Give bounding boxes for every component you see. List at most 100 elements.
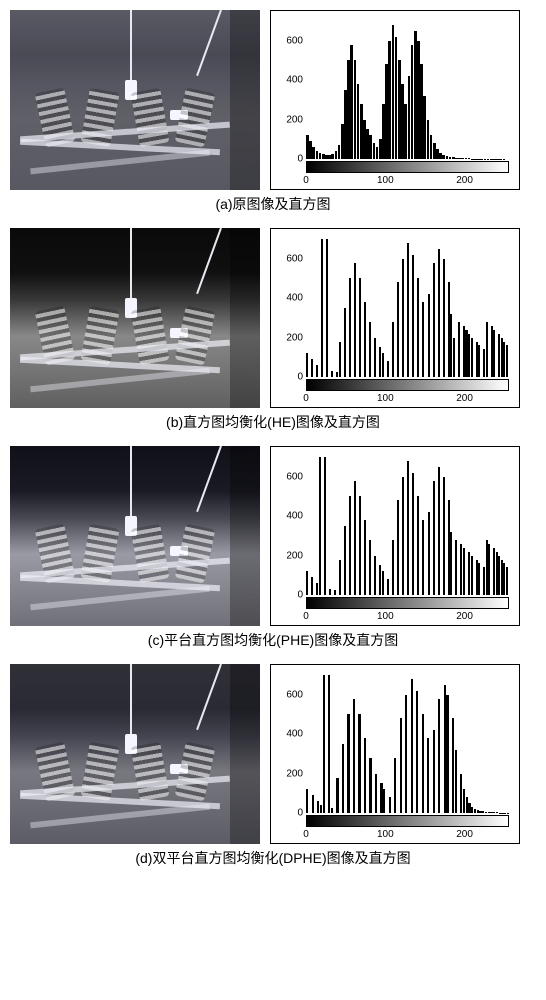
histogram-bar xyxy=(412,255,414,377)
y-axis: 0200400600 xyxy=(273,239,303,377)
gradient-bar xyxy=(306,161,509,173)
histogram-bar xyxy=(402,259,404,377)
histogram-bar xyxy=(453,338,455,377)
histogram-bar xyxy=(443,259,445,377)
y-tick-label: 200 xyxy=(273,114,303,125)
histogram-bar xyxy=(422,302,424,377)
histogram-bar xyxy=(428,512,430,595)
wire xyxy=(196,228,222,294)
y-tick-label: 600 xyxy=(273,689,303,700)
insulator xyxy=(175,87,216,147)
histogram-bar xyxy=(382,571,384,595)
histogram-bar xyxy=(374,338,376,377)
panel-row: 02004006000100200 xyxy=(10,228,536,408)
histogram-bar xyxy=(329,589,331,595)
histogram-bar xyxy=(334,590,336,595)
histogram-bar xyxy=(364,520,366,595)
histogram-bar xyxy=(471,556,473,595)
y-tick-label: 400 xyxy=(273,729,303,740)
histogram-bar xyxy=(369,540,371,595)
histogram-bar xyxy=(316,365,318,377)
histogram-bar xyxy=(374,556,376,595)
y-tick-label: 0 xyxy=(273,590,303,601)
y-tick-label: 0 xyxy=(273,808,303,819)
y-tick-label: 600 xyxy=(273,35,303,46)
histogram-bar xyxy=(324,457,326,595)
panel-caption: (a)原图像及直方图 xyxy=(10,194,536,214)
histogram-bar xyxy=(443,477,445,595)
insulator xyxy=(80,88,119,147)
insulator xyxy=(130,88,169,147)
x-tick-label: 0 xyxy=(303,829,309,840)
histogram-bar xyxy=(417,278,419,377)
bus-bar xyxy=(30,804,210,829)
y-tick-label: 200 xyxy=(273,332,303,343)
x-axis: 0100200 xyxy=(306,161,509,187)
x-tick-label: 0 xyxy=(303,175,309,186)
histogram-chart: 02004006000100200 xyxy=(270,664,520,844)
histogram-bar xyxy=(450,532,452,595)
histogram-chart: 02004006000100200 xyxy=(270,446,520,626)
histogram-bar xyxy=(422,714,424,813)
histogram-bar xyxy=(427,738,429,813)
histogram-bar xyxy=(438,699,440,813)
bus-bar xyxy=(30,368,210,393)
histogram-bar xyxy=(394,758,396,813)
histogram-bar xyxy=(323,675,325,813)
bus-bar xyxy=(30,150,210,175)
gradient-bar xyxy=(306,597,509,609)
insulator xyxy=(175,305,216,365)
y-tick-label: 600 xyxy=(273,253,303,264)
x-tick-label: 100 xyxy=(377,611,394,622)
insulator xyxy=(175,741,216,801)
histogram-bar xyxy=(422,520,424,595)
histogram-bar xyxy=(417,496,419,595)
x-axis: 0100200 xyxy=(306,597,509,623)
histogram-bar xyxy=(359,496,361,595)
insulator xyxy=(80,524,119,583)
histogram-bar xyxy=(354,263,356,377)
histogram-bar xyxy=(311,359,313,377)
histogram-bar xyxy=(326,239,328,377)
histogram-bar xyxy=(328,675,330,813)
x-ticks: 0100200 xyxy=(306,173,509,187)
histogram-bar xyxy=(455,750,457,813)
y-tick-label: 0 xyxy=(273,154,303,165)
histogram-bar xyxy=(331,808,333,813)
histogram-bars xyxy=(306,457,509,595)
histogram-bar xyxy=(506,567,508,595)
histogram-bar xyxy=(486,322,488,377)
x-ticks: 0100200 xyxy=(306,609,509,623)
histogram-bar xyxy=(369,322,371,377)
histogram-bar xyxy=(433,730,435,813)
histogram-bar xyxy=(389,797,391,813)
plot-area xyxy=(306,239,509,377)
y-axis: 0200400600 xyxy=(273,21,303,159)
x-tick-label: 100 xyxy=(377,175,394,186)
histogram-bar xyxy=(493,330,495,377)
histogram-bar xyxy=(478,345,480,377)
histogram-bar xyxy=(336,778,338,813)
y-tick-label: 200 xyxy=(273,550,303,561)
histogram-bar xyxy=(383,789,385,813)
panel-caption: (b)直方图均衡化(HE)图像及直方图 xyxy=(10,412,536,432)
histogram-bar xyxy=(478,563,480,595)
histogram-bar xyxy=(364,738,366,813)
wire xyxy=(196,446,222,512)
gradient-bar xyxy=(306,815,509,827)
bus-bar xyxy=(30,586,210,611)
histogram-bar xyxy=(433,481,435,595)
panel-row: 02004006000100200 xyxy=(10,664,536,844)
histogram-bar xyxy=(463,548,465,595)
y-axis: 0200400600 xyxy=(273,457,303,595)
x-tick-label: 100 xyxy=(377,829,394,840)
panel-edge xyxy=(230,228,260,408)
panel-row: 02004006000100200 xyxy=(10,10,536,190)
histogram-bar xyxy=(438,249,440,377)
histogram-bar xyxy=(392,322,394,377)
histogram-bar xyxy=(306,353,308,377)
histogram-bar xyxy=(438,467,440,595)
wire xyxy=(196,664,222,730)
histogram-bar xyxy=(488,544,490,595)
x-ticks: 0100200 xyxy=(306,827,509,841)
